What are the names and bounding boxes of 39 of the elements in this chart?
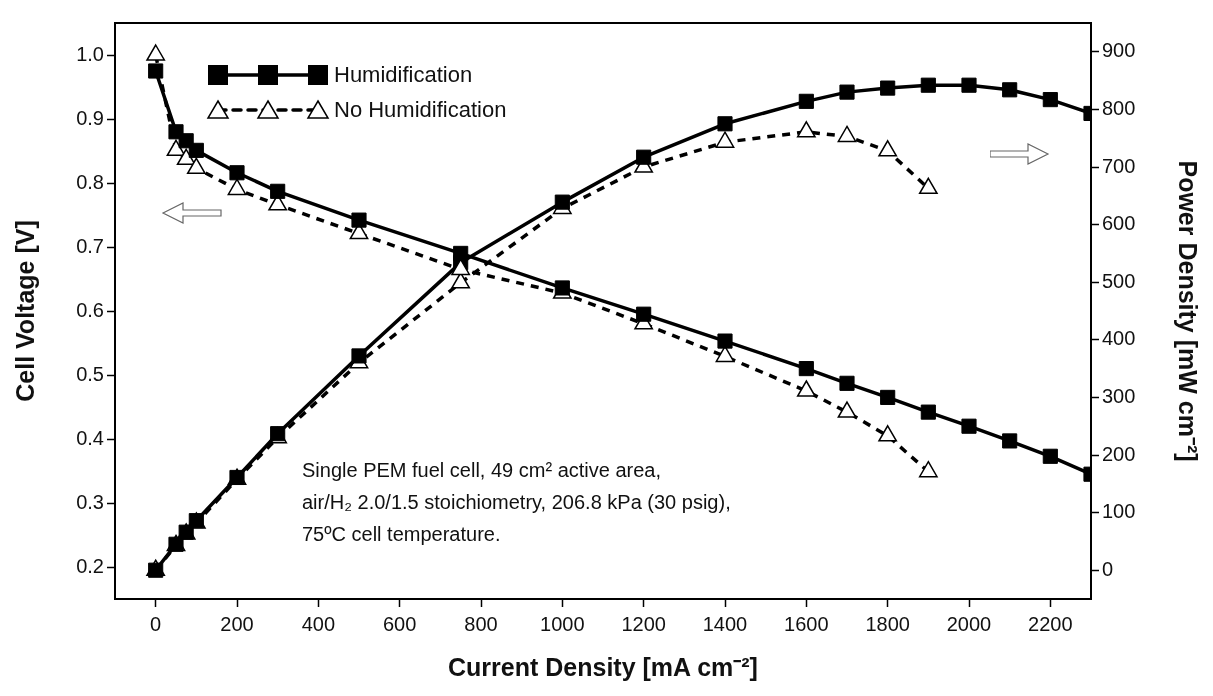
annotation: Single PEM fuel cell, 49 cm² active area, — [302, 458, 662, 481]
y2-tick-label: 600 — [1102, 212, 1136, 235]
y-tick-label: 0.2 — [76, 554, 104, 577]
x-tick-label: 1000 — [540, 612, 585, 635]
y-tick-label: 0.5 — [76, 362, 104, 385]
x-tick-label: 0 — [150, 612, 162, 635]
y2-tick-label: 0 — [1102, 557, 1114, 580]
annotation: 75ºC cell temperature. — [302, 522, 501, 545]
x-tick-label: 1600 — [784, 612, 829, 635]
x-tick-label: 600 — [382, 612, 417, 635]
y-axis-title: Cell Voltage [V] — [10, 220, 39, 402]
y2-tick-label: 700 — [1102, 154, 1136, 177]
y2-tick-label: 800 — [1102, 96, 1136, 119]
y2-tick-label: 500 — [1102, 269, 1136, 292]
y-tick-label: 0.9 — [76, 106, 104, 129]
legend-label: No Humidification — [334, 97, 507, 123]
y2-tick-label: 900 — [1102, 39, 1136, 62]
x-axis-title: Current Density [mA cm⁻²] — [448, 652, 758, 681]
legend-label: Humidification — [334, 62, 473, 88]
x-tick-label: 1400 — [702, 612, 748, 635]
y-tick-label: 0.3 — [76, 490, 104, 513]
annotation: air/H₂ 2.0/1.5 stoichiometry, 206.8 kPa (30 psig), — [302, 490, 731, 513]
x-tick-label: 2000 — [946, 612, 992, 635]
x-tick-label: 400 — [301, 612, 336, 635]
x-tick-label: 1800 — [865, 612, 910, 635]
x-tick-label: 200 — [220, 612, 254, 635]
y-tick-label: 0.6 — [76, 298, 104, 321]
y2-tick-label: 400 — [1102, 327, 1136, 350]
y-tick-label: 0.7 — [76, 234, 104, 257]
y2-tick-label: 200 — [1102, 442, 1136, 465]
y-tick-label: 0.4 — [76, 426, 104, 449]
y2-axis-title: Power Density [mW cm⁻²] — [1174, 160, 1203, 462]
x-tick-label: 1200 — [621, 612, 666, 635]
x-tick-label: 2200 — [1028, 612, 1073, 635]
x-tick-label: 800 — [464, 612, 498, 635]
y2-tick-label: 100 — [1102, 500, 1136, 523]
y2-tick-label: 300 — [1102, 384, 1136, 407]
y-tick-label: 1.0 — [76, 42, 104, 65]
y-tick-label: 0.8 — [76, 170, 104, 193]
